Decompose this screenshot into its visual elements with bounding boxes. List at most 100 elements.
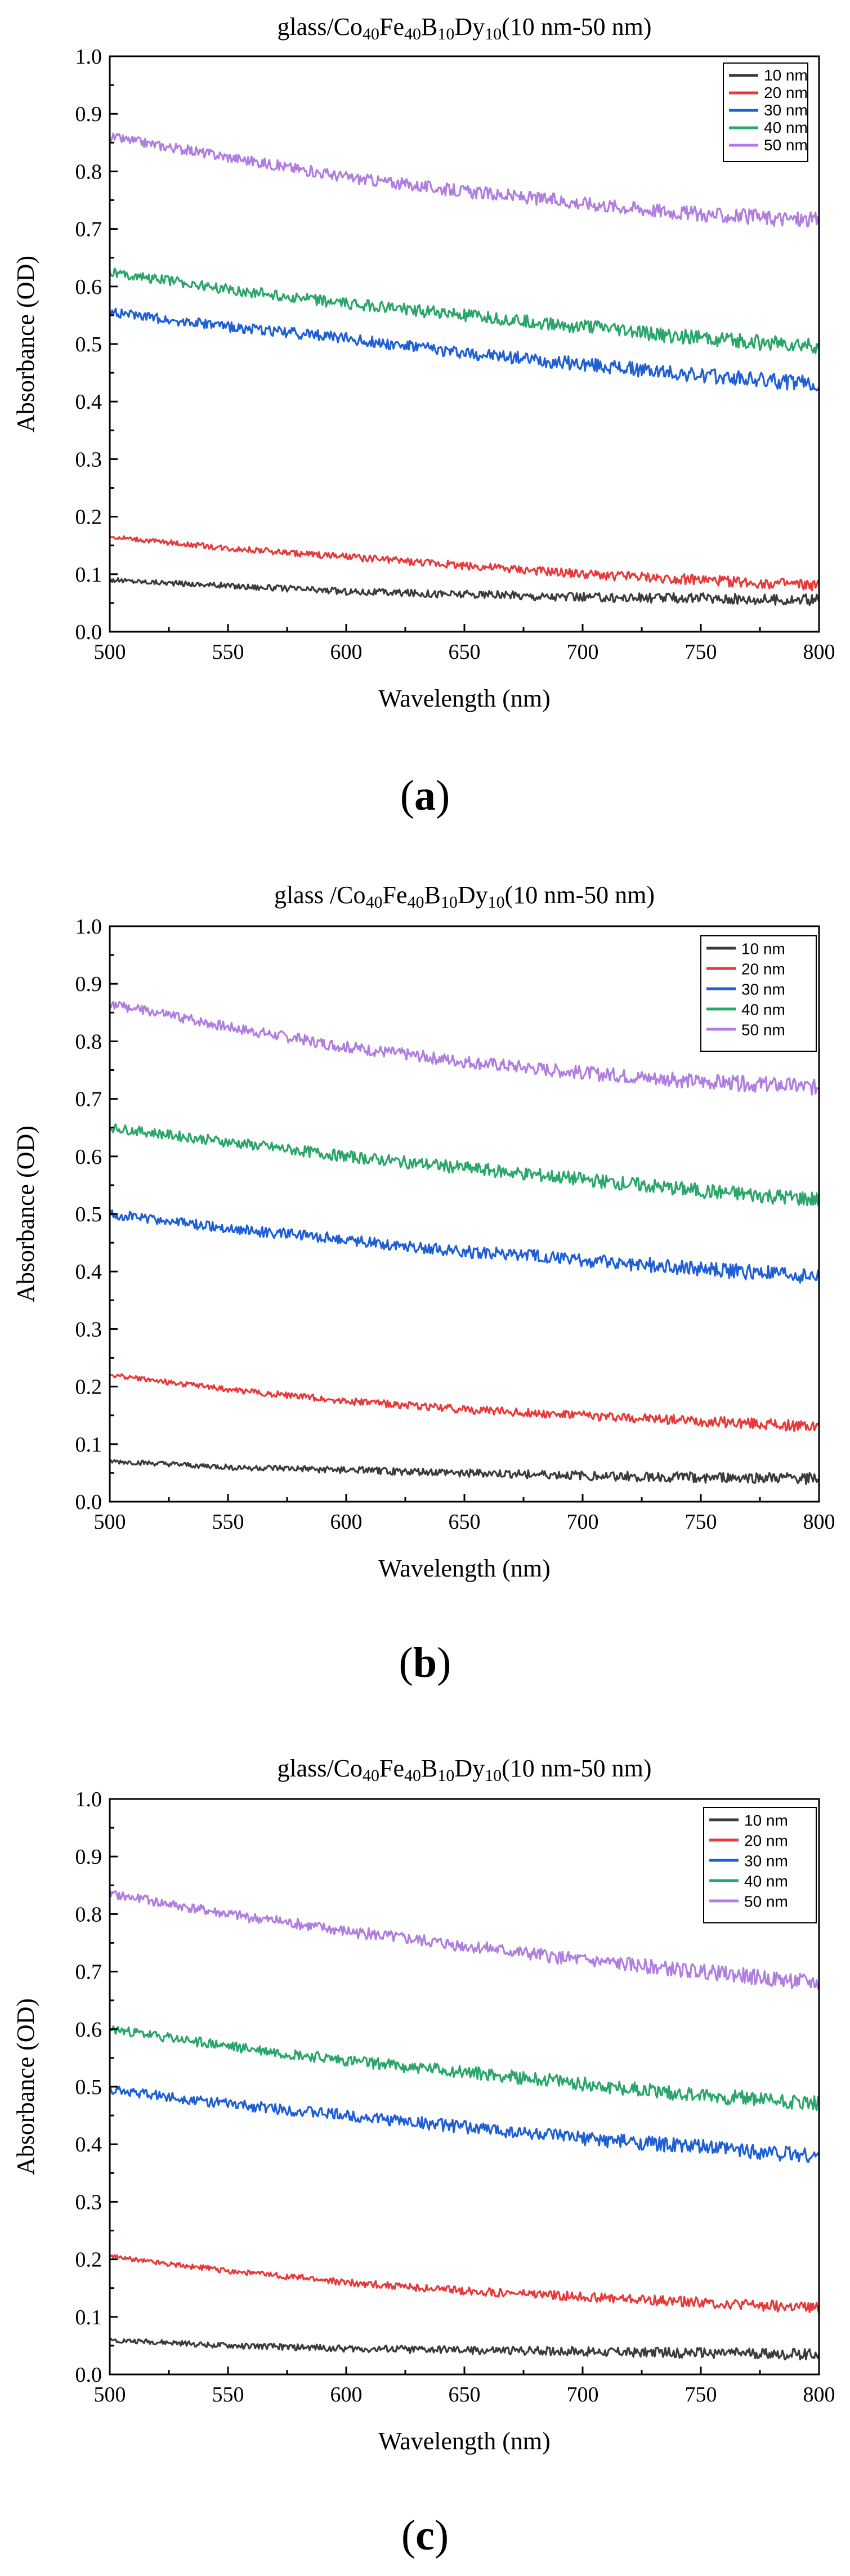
y-tick-label: 0.8	[75, 1903, 102, 1926]
title-subscript: 40	[408, 893, 424, 912]
y-tick-label: 0.6	[75, 275, 102, 299]
title-text: Fe	[379, 1754, 404, 1782]
series-line-10-nm	[109, 577, 820, 606]
title-text: (10 nm-50 nm)	[505, 881, 655, 909]
chart-title: glass /Co40Fe40B10Dy10(10 nm-50 nm)	[274, 881, 655, 912]
y-tick-label: 0.4	[75, 2133, 102, 2157]
legend-entry-label: 10 nm	[764, 66, 808, 84]
y-tick-label: 0.4	[75, 390, 102, 414]
chart-b: glass /Co40Fe40B10Dy10(10 nm-50 nm)500 55…	[12, 881, 835, 1582]
y-tick-label: 0.8	[75, 1030, 102, 1053]
title-subscript: 40	[404, 25, 421, 43]
x-tick-label: 650	[449, 640, 481, 664]
legend-entry-label: 30 nm	[744, 1852, 788, 1870]
y-tick-label: 1.0	[75, 1788, 102, 1811]
panel-label-c: (c)	[401, 2512, 449, 2559]
y-tick-label: 0.5	[75, 333, 102, 356]
y-tick-label: 0.0	[75, 620, 102, 644]
y-tick-label: 0.9	[75, 1845, 102, 1869]
chart-a: glass/Co40Fe40B10Dy10(10 nm-50 nm)500 550…	[12, 13, 835, 712]
title-subscript: 40	[363, 25, 379, 43]
series-line-30-nm	[109, 2086, 820, 2163]
legend-entry-label: 40 nm	[764, 119, 808, 136]
title-text: glass /Co	[274, 881, 366, 909]
series-line-40-nm	[109, 267, 820, 355]
legend-entry-label: 20 nm	[744, 1832, 788, 1850]
title-text: glass/Co	[277, 1754, 363, 1782]
legend-entry-label: 20 nm	[764, 84, 808, 101]
x-tick-label: 550	[212, 640, 244, 664]
title-text: Fe	[379, 13, 404, 41]
y-tick-label: 0.0	[75, 2363, 102, 2387]
figure-panel-b: glass /Co40Fe40B10Dy10(10 nm-50 nm) 500 55…	[0, 861, 850, 1706]
x-tick-label: 800	[803, 640, 835, 664]
y-tick-label: 0.3	[75, 448, 102, 471]
legend-entry-label: 10 nm	[744, 1812, 788, 1829]
y-axis-title: Absorbance (OD)	[12, 1126, 39, 1302]
y-tick-label: 0.9	[75, 972, 102, 996]
chart-c: glass/Co40Fe40B10Dy10(10 nm-50 nm) 500 550…	[12, 1754, 835, 2455]
title-subscript: 40	[366, 893, 383, 912]
title-text: B	[424, 881, 441, 909]
y-tick-label: 0.1	[75, 1433, 102, 1457]
y-tick-label: 0.6	[75, 2018, 102, 2042]
title-subscript: 10	[485, 1766, 502, 1785]
y-axis-title: Absorbance (OD)	[12, 1998, 39, 2175]
series-line-20-nm	[109, 535, 820, 592]
figure-panel-a: glass/Co40Fe40B10Dy10(10 nm-50 nm) 500 550…	[0, 0, 850, 845]
x-tick-label: 600	[330, 640, 363, 664]
x-tick-label: 750	[685, 1510, 717, 1534]
title-text: (10 nm-50 nm)	[502, 1754, 651, 1782]
legend-entry-label: 50 nm	[744, 1893, 788, 1910]
title-text: Dy	[458, 881, 488, 909]
x-tick-label: 750	[685, 640, 717, 664]
x-tick-label: 650	[449, 1510, 481, 1534]
title-subscript: 10	[488, 893, 505, 912]
x-tick-label: 500	[94, 2383, 126, 2407]
y-tick-label: 0.3	[75, 1318, 102, 1341]
title-text: Fe	[383, 881, 408, 909]
y-tick-label: 0.5	[75, 2075, 102, 2099]
chart-title: glass/Co40Fe40B10Dy10(10 nm-50 nm)	[277, 13, 651, 43]
y-axis-title: Absorbance (OD)	[12, 256, 39, 432]
legend-entry-label: 40 nm	[741, 1001, 785, 1019]
x-tick-label: 600	[330, 1510, 363, 1534]
legend-entry-label: 50 nm	[741, 1021, 785, 1039]
x-tick-label: 500	[94, 1510, 126, 1534]
title-subscript: 10	[437, 1766, 454, 1785]
y-tick-label: 0.2	[75, 506, 102, 529]
series-line-40-nm	[109, 2025, 820, 2111]
x-tick-label: 550	[212, 2383, 244, 2407]
x-tick-label: 750	[685, 2383, 717, 2407]
title-text: glass/Co	[277, 13, 363, 41]
y-tick-label: 0.6	[75, 1145, 102, 1169]
title-text: (10 nm-50 nm)	[502, 13, 651, 41]
legend-entry-label: 40 nm	[744, 1873, 788, 1890]
title-text: B	[421, 1754, 437, 1782]
x-tick-label: 700	[567, 2383, 599, 2407]
series-line-50-nm	[109, 132, 820, 227]
legend-entry-label: 10 nm	[741, 940, 785, 958]
series-line-50-nm	[109, 1890, 820, 1990]
y-tick-label: 0.8	[75, 160, 102, 184]
panel-label-b: (b)	[399, 1639, 451, 1686]
series-line-30-nm	[109, 1209, 820, 1284]
legend-entry-label: 20 nm	[741, 961, 785, 978]
x-tick-label: 800	[803, 1510, 835, 1534]
panel-label-a: (a)	[400, 772, 450, 819]
legend-entry-label: 30 nm	[741, 981, 785, 998]
x-tick-label: 650	[449, 2383, 481, 2407]
plot-frame	[109, 55, 820, 633]
y-tick-label: 0.7	[75, 1088, 102, 1111]
y-tick-label: 0.4	[75, 1260, 102, 1284]
y-tick-label: 0.7	[75, 218, 102, 242]
legend-box	[700, 935, 817, 1052]
series-line-20-nm	[109, 1373, 820, 1432]
x-axis-title: Wavelength (nm)	[378, 685, 551, 712]
legend-box	[703, 1807, 817, 1923]
chart-title: glass/Co40Fe40B10Dy10(10 nm-50 nm)	[277, 1754, 651, 1785]
y-tick-label: 0.2	[75, 2248, 102, 2272]
y-tick-label: 0.1	[75, 2306, 102, 2329]
title-subscript: 10	[441, 893, 458, 912]
title-text: Dy	[454, 1754, 485, 1782]
